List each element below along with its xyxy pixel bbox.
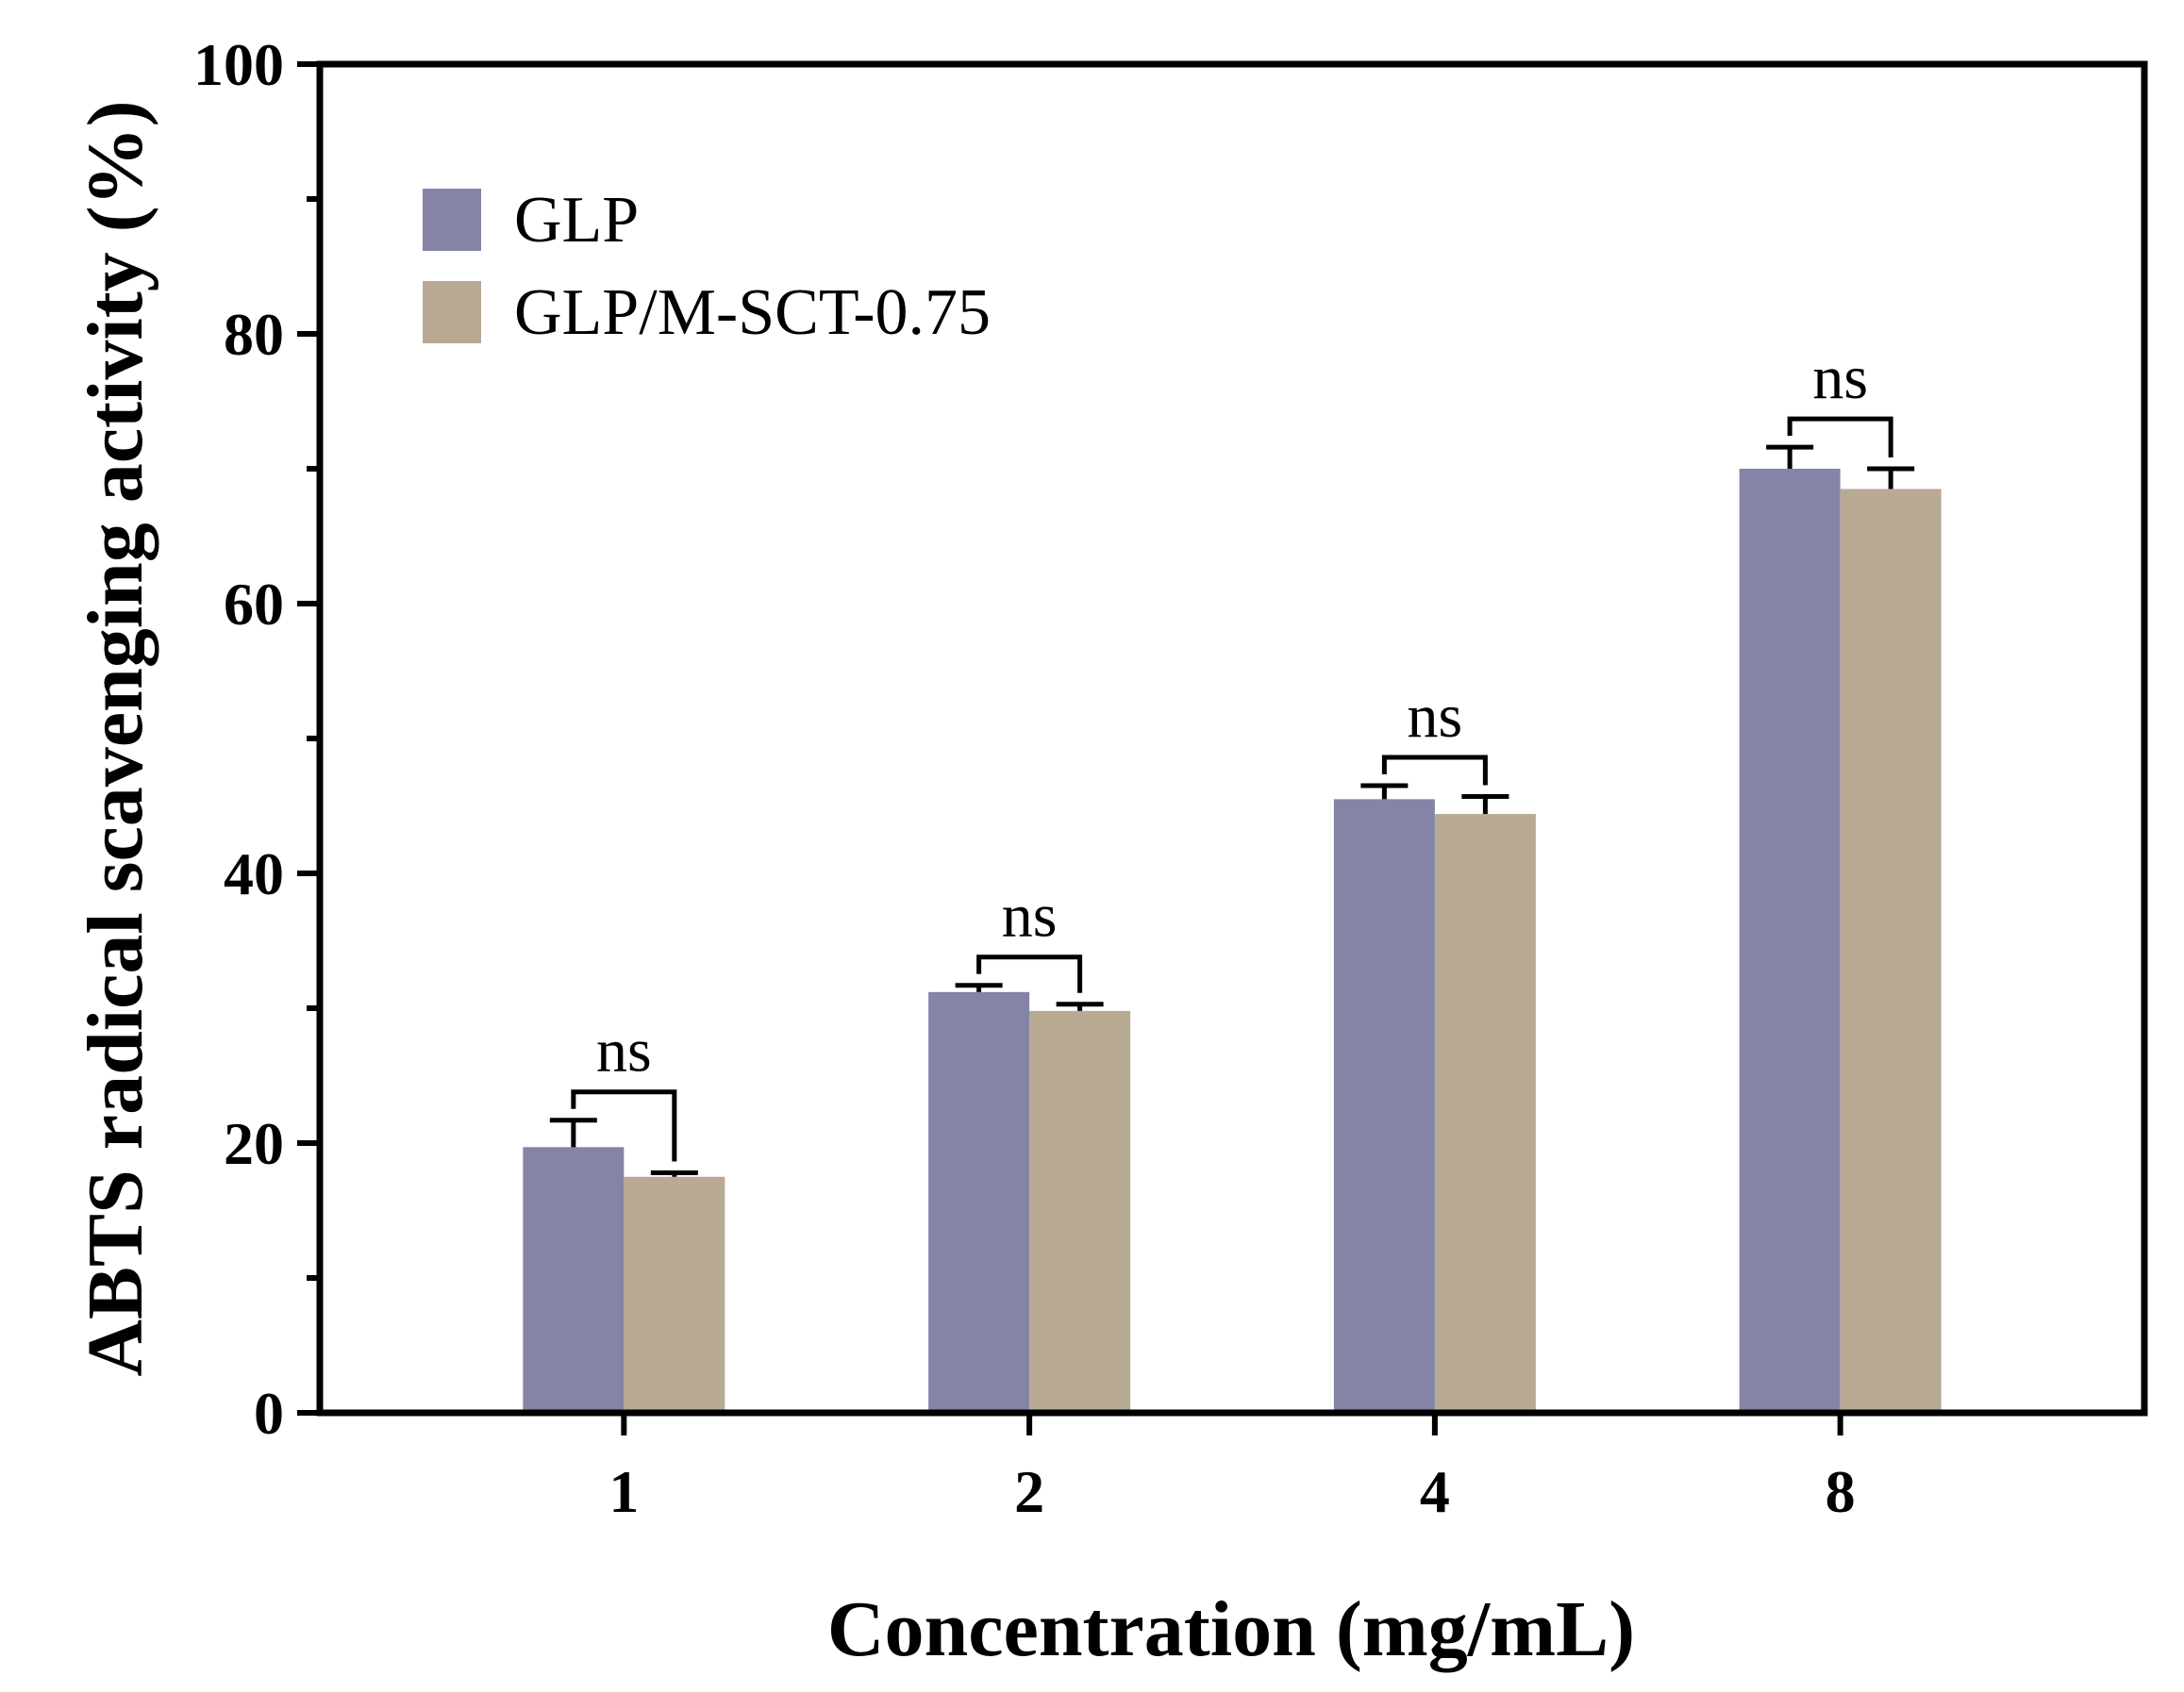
legend: GLP GLP/M-SCT-0.75 [423, 184, 991, 349]
significance-bracket-8 [1787, 416, 1893, 457]
y-tick-label-40: 40 [224, 840, 284, 907]
x-tick-label-4: 4 [1420, 1458, 1450, 1525]
bar-GLP-8 [1739, 469, 1841, 1413]
y-tick-label-80: 80 [224, 301, 284, 368]
bar-GLP/M-SCT-0.75-2 [1029, 1010, 1131, 1413]
bars-layer [523, 469, 1942, 1413]
bar-GLP/M-SCT-0.75-4 [1434, 814, 1536, 1413]
error-bars-layer [549, 444, 1915, 1177]
x-tick-label-1: 1 [609, 1458, 639, 1525]
significance-label-4: ns [1408, 682, 1463, 751]
legend-label-GLP: GLP [514, 184, 639, 257]
significance-label-8: ns [1812, 343, 1868, 412]
legend-label-GLP/M-SCT-0.75: GLP/M-SCT-0.75 [514, 276, 991, 349]
bar-GLP/M-SCT-0.75-1 [624, 1176, 725, 1413]
significance-label-1: ns [596, 1017, 652, 1086]
significance-label-2: ns [1002, 882, 1058, 951]
x-tick-label-2: 2 [1014, 1458, 1044, 1525]
x-tick-label-8: 8 [1826, 1458, 1856, 1525]
bar-GLP-4 [1333, 799, 1435, 1413]
y-axis: 0 20 40 60 80 100 [193, 31, 320, 1447]
significance-bracket-1 [571, 1089, 677, 1162]
y-tick-label-100: 100 [193, 31, 284, 98]
y-axis-title: ABTS radical scavenging activity (%) [72, 100, 159, 1376]
bar-GLP-1 [523, 1147, 625, 1413]
significance-layer: ns ns ns ns [571, 343, 1893, 1162]
significance-bracket-4 [1381, 755, 1488, 786]
significance-bracket-2 [976, 954, 1083, 993]
bar-GLP-2 [928, 991, 1030, 1413]
y-tick-label-0: 0 [254, 1380, 284, 1447]
bar-GLP/M-SCT-0.75-8 [1840, 489, 1942, 1413]
legend-swatch-GLP/M-SCT-0.75 [423, 281, 481, 343]
x-axis: 1 2 4 8 [609, 1413, 1856, 1525]
legend-swatch-GLP [423, 189, 481, 251]
y-tick-label-20: 20 [224, 1110, 284, 1177]
x-axis-title: Concentration (mg/mL) [827, 1585, 1635, 1673]
y-tick-label-60: 60 [224, 571, 284, 638]
